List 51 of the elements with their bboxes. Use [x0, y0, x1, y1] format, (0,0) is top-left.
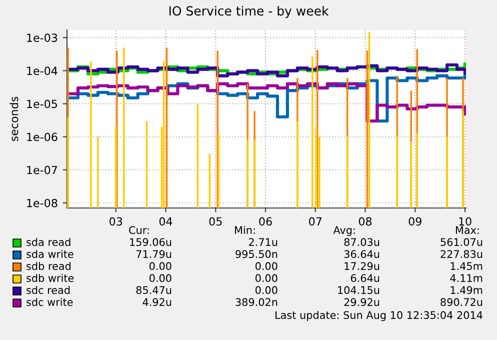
x-tick-label: 09 [408, 217, 422, 226]
legend-label: sdc read [26, 286, 70, 294]
x-tick-label: 06 [259, 217, 272, 226]
y-tick-label: 1e-08 [27, 198, 58, 208]
text: 36.64u [344, 250, 380, 258]
text: 6.64u [350, 274, 380, 282]
text: 0.00 [149, 274, 172, 282]
text: 159.06u [130, 238, 172, 246]
x-tick-label: 10 [459, 217, 472, 226]
text: 17.29u [344, 262, 380, 270]
y-tick-label: 1e-05 [27, 100, 57, 108]
y-tick-label: 1e-04 [27, 66, 58, 76]
legend-label: sdb write [26, 274, 74, 282]
text: 0.00 [149, 262, 172, 270]
text: Min: [235, 226, 255, 234]
text: 0.00 [255, 274, 278, 282]
text: Cur: [129, 226, 149, 234]
text: 87.03u [344, 238, 380, 246]
chart-title: IO Service time - by week [169, 6, 329, 18]
x-tick-label: 05 [209, 217, 222, 226]
y-tick-label: 1e-06 [27, 132, 58, 142]
legend-label: sdb read [26, 262, 70, 270]
text: 0.00 [255, 262, 278, 270]
text: Avg: [333, 226, 355, 236]
y-tick-label: 1e-03 [27, 34, 58, 42]
text: 29.92u [344, 298, 380, 306]
text: 1.49m [450, 286, 482, 294]
x-tick-label: 04 [159, 217, 172, 226]
x-tick-label: 07 [309, 217, 322, 226]
legend-label: sda write [26, 250, 74, 258]
text: 227.83u [440, 250, 482, 258]
text: Max: [456, 226, 479, 234]
text: 71.79u [136, 250, 172, 258]
text: 561.07u [440, 238, 482, 246]
legend-label: sdc write [26, 298, 73, 306]
text: 104.15u [338, 286, 380, 294]
x-tick-label: 08 [358, 217, 372, 226]
text: 389.02n [236, 298, 278, 306]
text: 995.50n [236, 250, 278, 258]
text: 4.11m [450, 274, 482, 282]
legend-label: sda read [26, 238, 70, 246]
y-tick-label: 1e-07 [27, 166, 58, 174]
text: 1.45m [450, 262, 482, 270]
text: 2.71u [248, 238, 278, 246]
y-axis-title: seconds [10, 96, 18, 142]
text: 85.47u [136, 286, 172, 294]
text: 0.00 [255, 286, 278, 294]
text: 4.92u [142, 298, 172, 306]
text: 890.72u [440, 298, 482, 306]
x-tick-label: 03 [110, 217, 122, 226]
text: Last update: Sun Aug 10 12:35:04 2014 [276, 310, 482, 322]
